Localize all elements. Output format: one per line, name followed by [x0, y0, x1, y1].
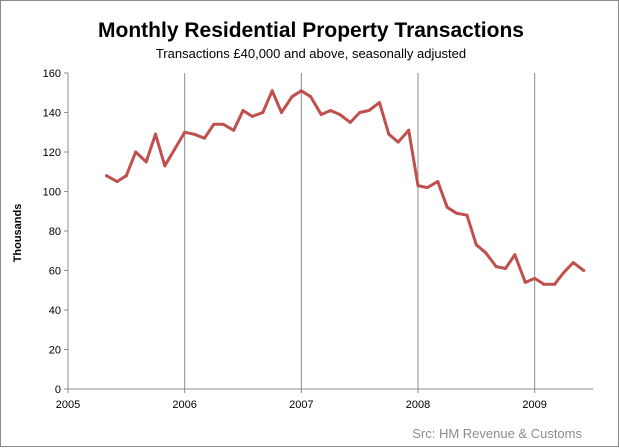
x-tick-label: 2008	[406, 399, 430, 411]
data-point	[163, 164, 167, 168]
data-point	[455, 211, 458, 215]
x-tick-label: 2005	[56, 399, 80, 411]
data-point	[241, 109, 245, 113]
data-point	[299, 89, 303, 93]
data-point	[445, 205, 449, 209]
y-tick-label: 140	[43, 108, 61, 120]
data-point	[474, 243, 478, 247]
data-point	[465, 213, 469, 217]
data-point	[553, 282, 556, 286]
data-point	[425, 186, 429, 190]
data-point	[523, 280, 527, 284]
data-point	[105, 174, 108, 178]
data-point	[416, 184, 420, 188]
data-point	[387, 132, 391, 136]
data-point	[192, 132, 196, 136]
data-point	[329, 109, 332, 113]
data-point	[212, 122, 216, 126]
x-tick-label: 2007	[289, 399, 313, 411]
data-point	[513, 253, 517, 257]
data-point	[173, 146, 177, 150]
data-point	[407, 128, 411, 132]
data-point	[124, 174, 128, 178]
data-point	[115, 180, 119, 184]
chart-title: Monthly Residential Property Transaction…	[98, 19, 524, 42]
data-point	[484, 251, 488, 255]
data-point	[582, 269, 586, 272]
data-point	[261, 111, 265, 114]
data-point	[542, 282, 546, 286]
y-tick-label: 160	[43, 68, 61, 80]
data-point	[134, 150, 138, 154]
data-point	[358, 111, 362, 114]
data-point	[250, 114, 254, 118]
data-point	[319, 112, 323, 116]
x-tick-label: 2009	[522, 399, 546, 411]
y-tick-label: 0	[55, 384, 61, 396]
data-point	[154, 132, 157, 136]
y-tick-label: 20	[49, 345, 61, 357]
data-point	[280, 111, 283, 114]
y-tick-label: 120	[43, 147, 61, 159]
y-axis-label: Thousands	[12, 204, 24, 263]
data-point	[270, 89, 274, 93]
series-line	[105, 89, 586, 286]
data-point	[367, 109, 371, 113]
source-note: Src: HM Revenue & Customs	[412, 426, 582, 441]
data-point	[562, 270, 566, 274]
data-point	[338, 112, 342, 116]
y-tick-label: 80	[49, 226, 61, 238]
data-point	[504, 267, 507, 271]
data-point	[232, 128, 236, 132]
data-point	[309, 95, 313, 99]
data-point	[348, 120, 352, 124]
data-point	[378, 101, 381, 105]
y-tick-label: 100	[43, 187, 61, 199]
y-tick-label: 40	[49, 305, 61, 317]
data-point	[396, 140, 400, 144]
y-tick-label: 60	[49, 266, 61, 278]
data-point	[571, 261, 575, 265]
data-point	[533, 276, 537, 280]
x-tick-label: 2006	[172, 399, 196, 411]
data-point	[183, 130, 187, 134]
data-point	[290, 95, 294, 99]
data-point	[221, 122, 225, 126]
data-point	[144, 160, 148, 164]
data-point	[494, 265, 498, 269]
data-point	[436, 180, 440, 184]
chart-subtitle: Transactions £40,000 and above, seasonal…	[156, 46, 466, 61]
data-point	[203, 136, 206, 140]
plot-area: 0 20 40 60 80 100 120 140 160 2005 2006 2007 2008 200…	[43, 68, 593, 411]
